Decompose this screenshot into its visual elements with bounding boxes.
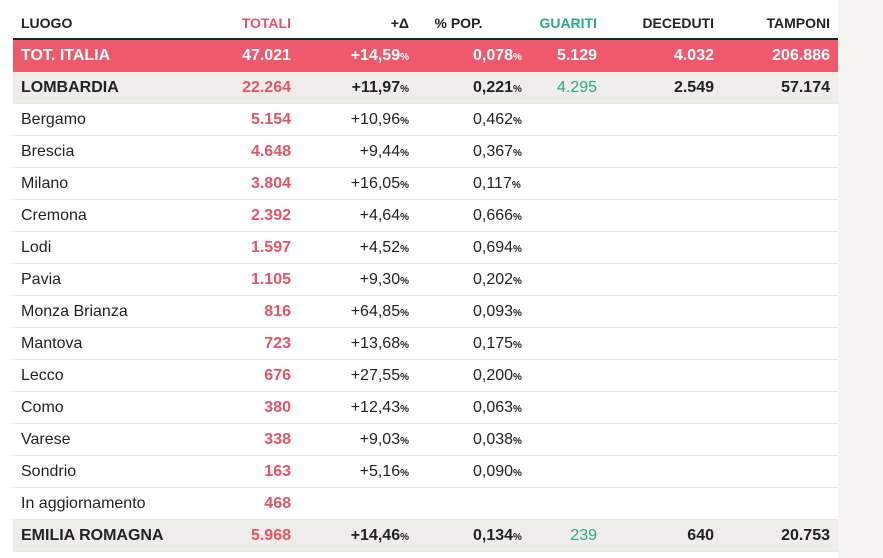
- row-totali: 1.105: [250, 270, 291, 288]
- table-row: Pavia 1.105 +9,30% 0,202%: [13, 264, 838, 296]
- row-totali: 47.021: [242, 47, 291, 64]
- row-totali: 723: [264, 334, 291, 352]
- row-deceduti: 4.032: [673, 47, 714, 64]
- row-delta: +4,64%: [359, 206, 409, 224]
- row-luogo: Mantova: [21, 334, 83, 352]
- row-luogo: Monza Brianza: [21, 302, 128, 320]
- row-deceduti: 640: [687, 526, 714, 544]
- row-pop: 0,117%: [473, 174, 521, 192]
- row-guariti: 239: [570, 526, 597, 544]
- row-totali: 1.597: [250, 238, 291, 256]
- row-luogo: Bergamo: [21, 110, 86, 128]
- row-delta: +9,03%: [359, 430, 409, 448]
- row-totali: 468: [264, 494, 291, 512]
- header-luogo[interactable]: LUOGO: [21, 15, 73, 31]
- table-row: Bergamo 5.154 +10,96% 0,462%: [13, 104, 838, 136]
- row-pop: 0,367%: [473, 142, 522, 160]
- row-delta: +27,55%: [350, 366, 409, 384]
- row-totali: 22.264: [242, 78, 291, 96]
- row-totali: 5.968: [250, 526, 291, 544]
- row-pop: 0,038%: [473, 430, 522, 448]
- table-row: Mantova 723 +13,68% 0,175%: [13, 328, 838, 360]
- row-pop: 0,221%: [473, 78, 522, 96]
- row-guariti: 4.295: [556, 78, 597, 96]
- row-luogo: Pavia: [21, 270, 62, 288]
- row-luogo: Cremona: [21, 206, 87, 224]
- table-row: Lecco 676 +27,55% 0,200%: [13, 360, 838, 392]
- table-header: LUOGO TOTALI +Δ % POP. GUARITI DECEDUTI …: [13, 8, 838, 40]
- row-pop: 0,666%: [473, 206, 522, 224]
- row-pop: 0,175%: [473, 334, 522, 352]
- province-list: Bergamo 5.154 +10,96% 0,462% Brescia 4.648 +9,…: [13, 104, 838, 520]
- row-totali: 380: [264, 398, 291, 416]
- row-totali: 816: [264, 302, 291, 320]
- row-pop: 0,090%: [473, 462, 522, 480]
- row-delta: +12,43%: [350, 398, 409, 416]
- row-delta: +64,85%: [350, 302, 409, 320]
- row-delta: +9,44%: [359, 142, 409, 160]
- row-guariti: 5.129: [556, 47, 597, 64]
- row-pop: 0,200%: [473, 366, 522, 384]
- header-delta[interactable]: +Δ: [390, 15, 409, 31]
- table-row: Varese 338 +9,03% 0,038%: [13, 424, 838, 456]
- row-luogo: In aggiornamento: [21, 494, 146, 512]
- row-totali: 163: [264, 462, 291, 480]
- table-row: Lodi 1.597 +4,52% 0,694%: [13, 232, 838, 264]
- row-delta: +13,68%: [350, 334, 409, 352]
- row-delta: +9,30%: [359, 270, 409, 288]
- row-pop: 0,078%: [473, 47, 522, 64]
- row-pop: 0,093%: [473, 302, 522, 320]
- header-deceduti[interactable]: DECEDUTI: [642, 15, 714, 31]
- row-pop: 0,202%: [473, 270, 522, 288]
- row-luogo: Sondrio: [21, 462, 77, 480]
- table-row: Brescia 4.648 +9,44% 0,367%: [13, 136, 838, 168]
- row-delta: +14,59%: [350, 47, 409, 64]
- covid-table: LUOGO TOTALI +Δ % POP. GUARITI DECEDUTI …: [13, 8, 838, 552]
- row-tamponi: 20.753: [781, 526, 830, 544]
- table-row: In aggiornamento 468: [13, 488, 838, 520]
- row-pop: 0,694%: [473, 238, 522, 256]
- row-luogo: LOMBARDIA: [21, 78, 119, 96]
- region-row-emilia-romagna[interactable]: EMILIA ROMAGNA 5.968 +14,46% 0,134% 239 …: [13, 520, 838, 552]
- row-tamponi: 57.174: [781, 78, 830, 96]
- region-row-lombardia[interactable]: LOMBARDIA 22.264 +11,97% 0,221% 4.295 2.…: [13, 72, 838, 104]
- header-guariti[interactable]: GUARITI: [539, 15, 597, 31]
- row-totali: 2.392: [250, 206, 291, 224]
- row-delta: +10,96%: [350, 110, 409, 128]
- row-luogo: EMILIA ROMAGNA: [21, 526, 164, 544]
- row-luogo: Milano: [21, 174, 69, 192]
- table-row: Monza Brianza 816 +64,85% 0,093%: [13, 296, 838, 328]
- row-luogo: Brescia: [21, 142, 75, 160]
- row-luogo: Varese: [21, 430, 71, 448]
- row-totali: 3.804: [250, 174, 291, 192]
- row-tamponi: 206.886: [772, 47, 830, 64]
- row-deceduti: 2.549: [673, 78, 714, 96]
- row-pop: 0,462%: [473, 110, 522, 128]
- row-delta: +4,52%: [359, 238, 409, 256]
- table-row: Sondrio 163 +5,16% 0,090%: [13, 456, 838, 488]
- row-delta: +14,46%: [350, 526, 409, 544]
- row-pop: 0,063%: [473, 398, 522, 416]
- header-tamponi[interactable]: TAMPONI: [766, 15, 830, 31]
- row-totali: 5.154: [250, 110, 291, 128]
- row-delta: +5,16%: [359, 462, 409, 480]
- row-totali: 338: [264, 430, 291, 448]
- row-luogo: Lodi: [21, 238, 52, 256]
- row-totali: 676: [264, 366, 291, 384]
- row-luogo: TOT. ITALIA: [21, 47, 111, 64]
- header-pop[interactable]: % POP.: [434, 15, 483, 31]
- row-luogo: Como: [21, 398, 64, 416]
- table-row: Como 380 +12,43% 0,063%: [13, 392, 838, 424]
- row-totali: 4.648: [250, 142, 291, 160]
- total-italia-row: TOT. ITALIA 47.021 +14,59% 0,078% 5.129 …: [13, 40, 838, 72]
- row-pop: 0,134%: [473, 526, 522, 544]
- row-luogo: Lecco: [21, 366, 64, 384]
- table-row: Cremona 2.392 +4,64% 0,666%: [13, 200, 838, 232]
- row-delta: +11,97%: [351, 78, 409, 96]
- row-delta: +16,05%: [350, 174, 409, 192]
- header-totali[interactable]: TOTALI: [241, 15, 291, 31]
- table-row: Milano 3.804 +16,05% 0,117%: [13, 168, 838, 200]
